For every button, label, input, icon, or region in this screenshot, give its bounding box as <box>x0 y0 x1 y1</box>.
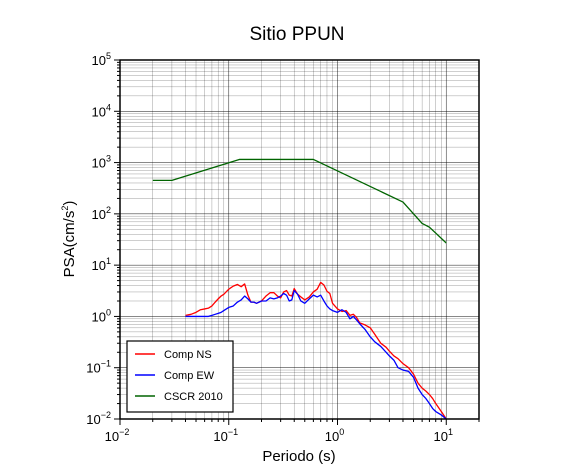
series-line-1 <box>185 289 447 420</box>
legend-label-2: CSCR 2010 <box>164 391 223 403</box>
x-axis-label: Periodo (s) <box>262 448 335 465</box>
y-tick-label: 102 <box>92 205 111 222</box>
chart-title: Sitio PPUN <box>249 24 344 45</box>
y-axis-label-end: ) <box>61 201 78 206</box>
legend-label-1: Comp EW <box>164 370 215 382</box>
y-tick-label: 105 <box>92 51 111 68</box>
legend-label-0: Comp NS <box>164 349 212 361</box>
y-tick-label: 103 <box>92 154 111 171</box>
y-tick-labels: 10−2 10−1 100 101 102 103 104 105 <box>86 51 111 427</box>
y-tick-label: 10−1 <box>86 359 111 376</box>
series-line-2 <box>152 158 447 244</box>
x-tick-label: 100 <box>325 427 344 444</box>
series-line-0 <box>185 281 447 420</box>
x-tick-label: 101 <box>434 427 453 444</box>
y-axis-label-sup: 2 <box>60 206 70 211</box>
y-tick-label: 100 <box>92 307 111 324</box>
x-tick-label: 10−2 <box>105 427 130 444</box>
x-tick-label: 10−1 <box>213 427 238 444</box>
grid <box>119 59 480 420</box>
legend: Comp NS Comp EW CSCR 2010 <box>126 340 234 413</box>
legend-box <box>126 340 234 413</box>
y-tick-label: 101 <box>92 256 111 273</box>
y-axis-label: PSA(cm/s2) <box>60 201 78 278</box>
plot-frame <box>119 59 480 420</box>
y-tick-label: 104 <box>92 102 111 119</box>
y-tick-label: 10−2 <box>86 410 111 427</box>
x-tick-labels: 10−2 10−1 100 101 <box>105 427 453 444</box>
y-axis-label-main: PSA(cm/s <box>61 211 78 278</box>
series-layer <box>152 158 447 420</box>
